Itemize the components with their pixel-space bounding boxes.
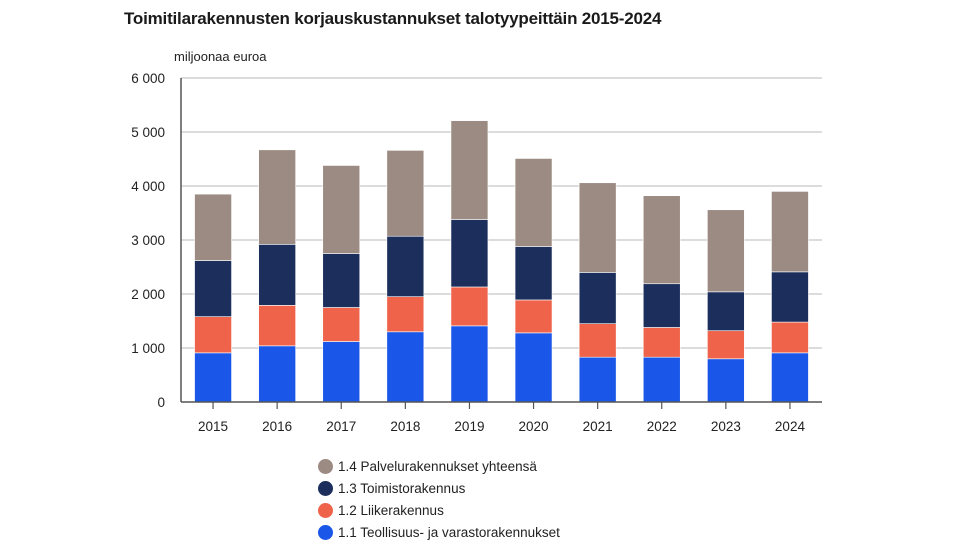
stacked-bar-chart: 0 1 000 2 000 3 000 4 000 5 000 6 000 2015 2016… [131, 71, 822, 434]
y-tick-label: 3 000 [131, 233, 165, 248]
bar-stack-2020 [514, 158, 553, 403]
y-tick-label: 5 000 [131, 125, 165, 140]
bar-segment [194, 316, 232, 354]
bar-segment [707, 330, 745, 360]
bar-segment [514, 332, 553, 403]
y-tick-label: 2 000 [131, 287, 165, 302]
bar-segment [642, 327, 681, 358]
legend-label: 1.3 Toimistorakennus [338, 480, 466, 496]
bar-stack-2022 [642, 195, 681, 403]
x-tick-label: 2016 [262, 419, 292, 434]
bar-stack-2016 [258, 149, 296, 403]
bar-segment [258, 149, 296, 245]
bar-stack-2021 [578, 182, 617, 403]
bar-segment [386, 150, 425, 237]
bar-segment [771, 191, 809, 273]
bar-segment [322, 341, 361, 403]
bar-segment [322, 165, 361, 254]
bar-segment [258, 244, 296, 306]
bar-stack-2017 [322, 165, 361, 403]
bar-segment [194, 193, 232, 261]
axes [180, 78, 822, 403]
bar-segment [707, 291, 745, 332]
y-axis-ticks: 0 1 000 2 000 3 000 4 000 5 000 6 000 [131, 71, 165, 410]
bar-segment [707, 209, 745, 293]
bar-segment [578, 323, 617, 358]
chart-title: Toimitilarakennusten korjauskustannukset… [124, 9, 662, 28]
bar-stack-2023 [707, 209, 745, 403]
bar-segment [642, 283, 681, 328]
bar-stack-2019 [450, 120, 489, 403]
x-axis-ticks: 2015 2016 2017 2018 2019 2020 2021 2022 2023 2024 [198, 402, 805, 434]
bar-stack-2018 [386, 150, 425, 403]
bar-segment [642, 195, 681, 285]
legend-item: 1.1 Teollisuus- ja varastorakennukset [318, 521, 560, 543]
bar-segment [322, 253, 361, 308]
x-tick-label: 2019 [454, 419, 484, 434]
bar-segment [258, 345, 296, 403]
y-tick-label: 1 000 [131, 341, 165, 356]
bar-stack-2015 [194, 193, 232, 403]
y-axis-unit-label: miljoonaa euroa [174, 49, 267, 64]
y-tick-label: 4 000 [131, 179, 165, 194]
x-tick-label: 2018 [390, 419, 420, 434]
bars [194, 120, 809, 403]
legend-swatch-icon [318, 502, 333, 518]
bar-segment [386, 235, 425, 298]
bar-segment [707, 358, 745, 403]
legend-item: 1.4 Palvelurakennukset yhteensä [318, 455, 560, 477]
bar-segment [578, 356, 617, 403]
x-tick-label: 2023 [711, 419, 741, 434]
legend-item: 1.3 Toimistorakennus [318, 477, 560, 499]
bar-segment [450, 325, 489, 403]
x-tick-label: 2017 [326, 419, 356, 434]
x-tick-label: 2020 [519, 419, 549, 434]
bar-stack-2024 [771, 191, 809, 403]
x-tick-label: 2022 [647, 419, 677, 434]
bar-segment [386, 331, 425, 403]
bar-segment [450, 219, 489, 288]
legend-label: 1.4 Palvelurakennukset yhteensä [338, 458, 537, 474]
bar-segment [450, 286, 489, 327]
bar-segment [322, 307, 361, 342]
bar-segment [642, 356, 681, 403]
bar-segment [194, 260, 232, 317]
legend-swatch-icon [318, 480, 333, 496]
legend-item: 1.2 Liikerakennus [318, 499, 560, 521]
bar-segment [450, 120, 489, 220]
bar-segment [578, 272, 617, 324]
bar-segment [771, 271, 809, 323]
legend-label: 1.1 Teollisuus- ja varastorakennukset [338, 524, 560, 540]
bar-segment [386, 296, 425, 333]
x-tick-label: 2015 [198, 419, 228, 434]
legend-label: 1.2 Liikerakennus [338, 502, 444, 518]
bar-segment [578, 182, 617, 273]
bar-segment [514, 158, 553, 247]
bar-segment [514, 246, 553, 301]
y-tick-label: 0 [157, 395, 165, 410]
bar-segment [258, 305, 296, 347]
bar-segment [194, 352, 232, 403]
bar-segment [771, 321, 809, 354]
legend-swatch-icon [318, 524, 333, 540]
x-tick-label: 2024 [775, 419, 806, 434]
bar-segment [771, 352, 809, 403]
x-tick-label: 2021 [583, 419, 613, 434]
bar-segment [514, 299, 553, 334]
y-tick-label: 6 000 [131, 71, 165, 86]
legend: 1.4 Palvelurakennukset yhteensä 1.3 Toimi… [318, 455, 560, 543]
legend-swatch-icon [318, 458, 333, 474]
